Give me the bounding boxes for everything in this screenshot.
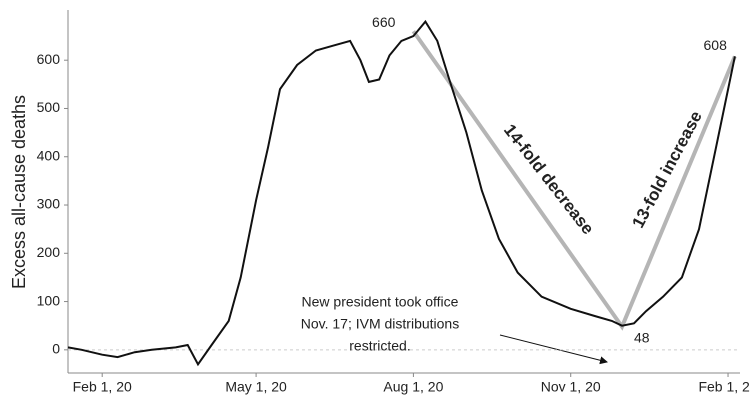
y-tick-label: 200	[37, 244, 61, 260]
trend-line	[411, 30, 737, 331]
trend-value-label: 48	[634, 329, 650, 345]
y-tick-label: 300	[37, 196, 61, 212]
data-line	[67, 19, 736, 367]
x-tick-label: Feb 1, 20	[73, 379, 132, 395]
arrow	[499, 334, 608, 365]
y-tick-label: 400	[37, 147, 61, 163]
y-tick-label: 100	[37, 292, 61, 308]
y-tick-label: 600	[37, 51, 61, 67]
note: restricted.	[349, 338, 410, 354]
y-tick-label: 500	[37, 99, 61, 115]
x-tick-label: Aug 1, 20	[383, 379, 443, 395]
note: New president took office	[302, 294, 459, 310]
x-tick-label: Nov 1, 20	[541, 379, 601, 395]
y-tick-label: 0	[52, 341, 60, 357]
trend-value-label: 660	[372, 14, 396, 30]
x-tick-label: Feb 1, 21	[698, 379, 750, 395]
y-axis-label: Excess all-cause deaths	[9, 95, 29, 289]
x-tick-label: May 1, 20	[225, 379, 287, 395]
trend-value-label: 608	[704, 37, 728, 53]
note: Nov. 17; IVM distributions	[301, 316, 459, 332]
annotation: 13-fold increase	[628, 108, 706, 231]
